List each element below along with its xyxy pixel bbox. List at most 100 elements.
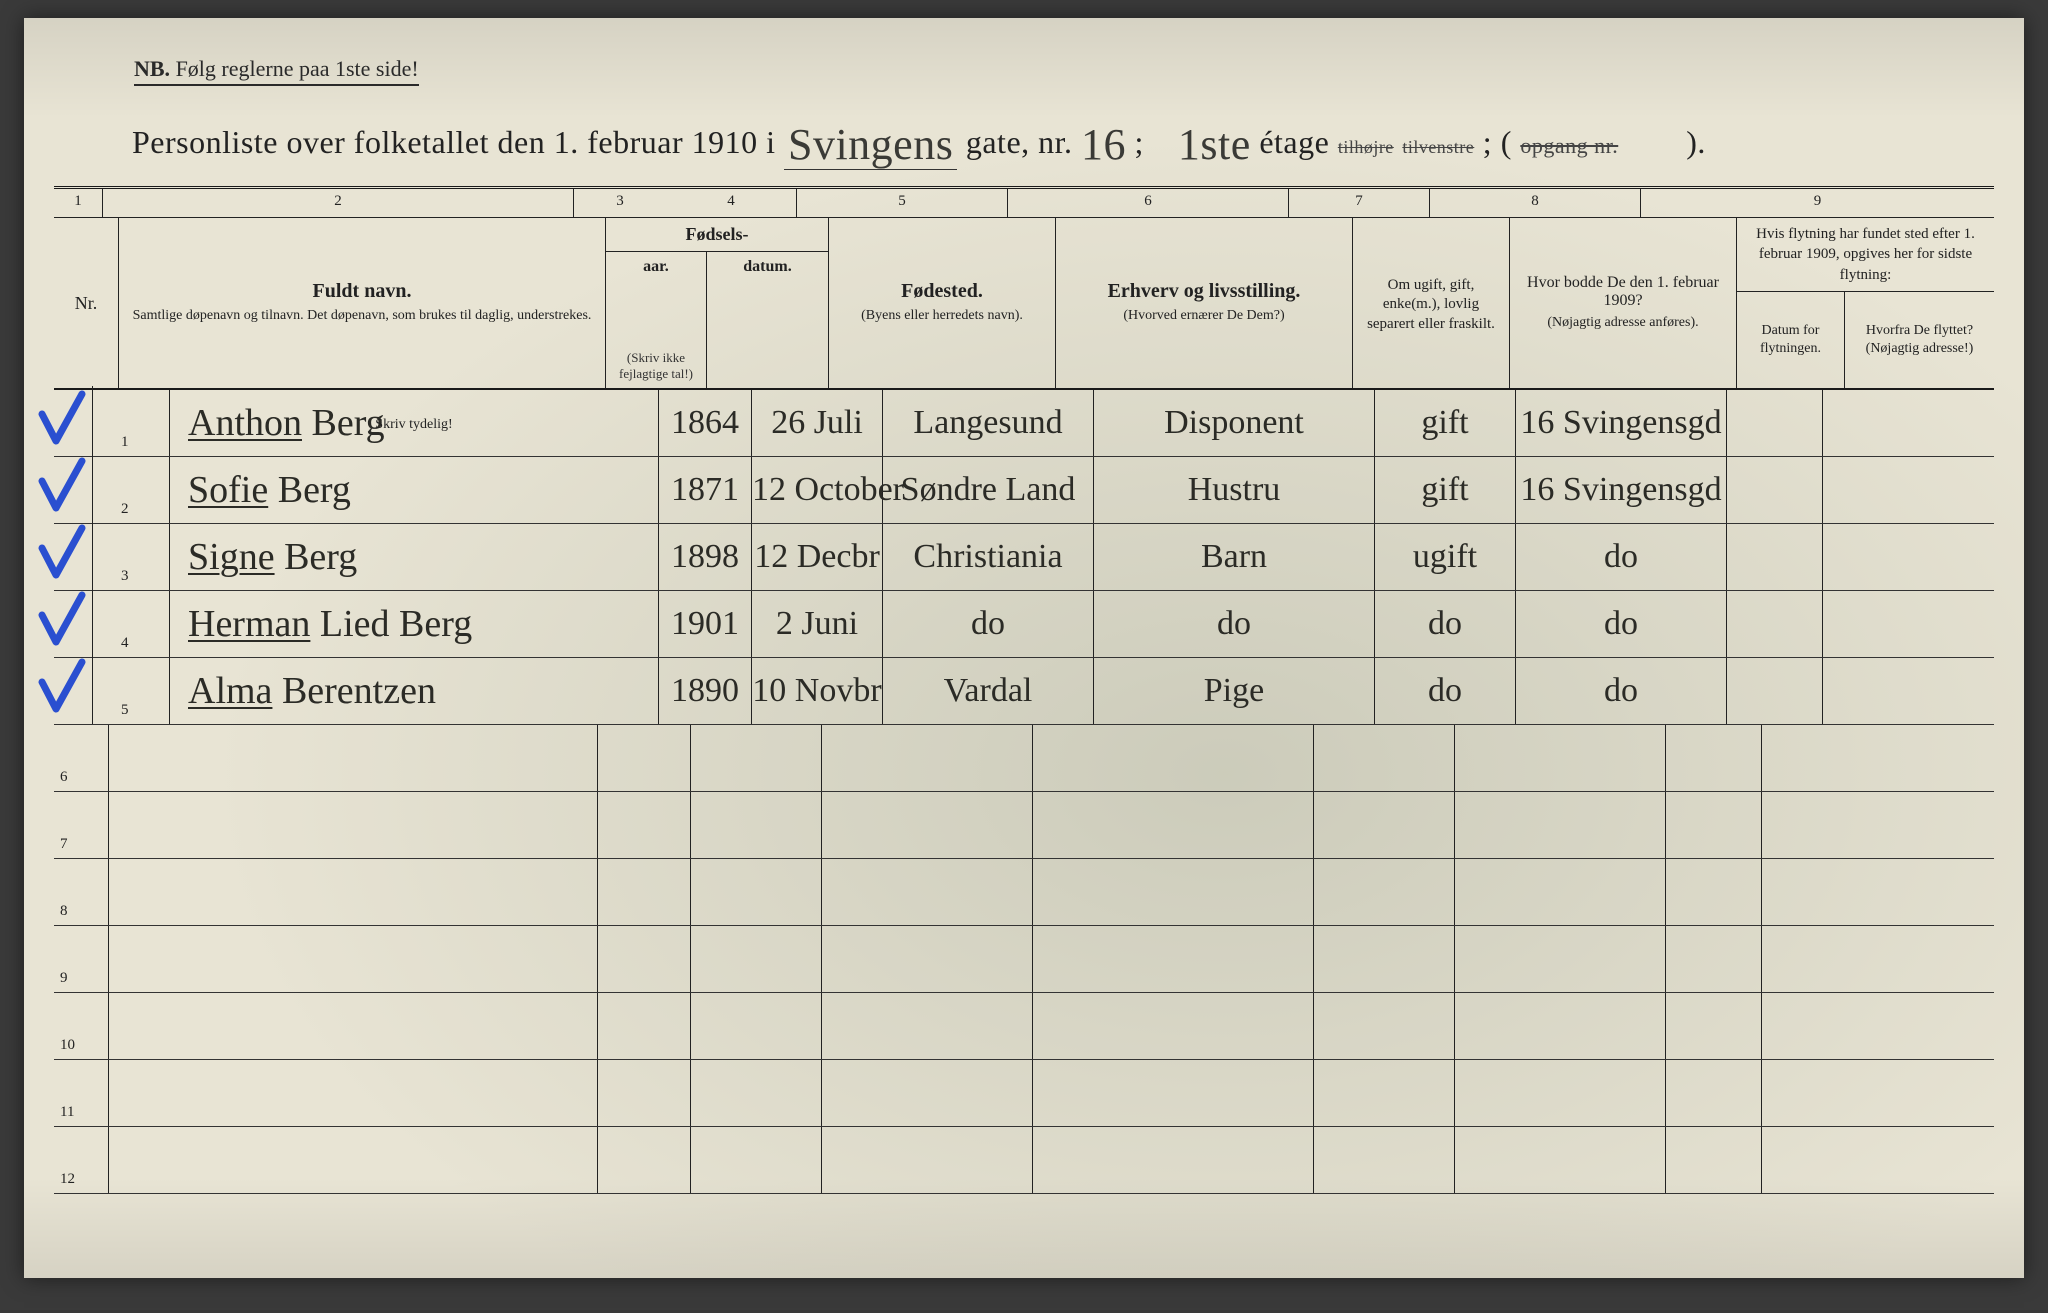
- cell-move-date: [1666, 926, 1762, 992]
- cell-occupation: Barn: [1094, 524, 1375, 590]
- cell-birthplace: Christiania: [883, 524, 1094, 590]
- cell-name: [109, 1127, 598, 1193]
- cell-birthplace: [822, 993, 1033, 1059]
- cell-occupation: Hustru: [1094, 457, 1375, 523]
- cell-birth-year: 1890: [659, 658, 752, 724]
- colnum-5: 5: [797, 189, 1008, 217]
- cell-birthplace: [822, 1060, 1033, 1126]
- cell-occupation: [1033, 859, 1314, 925]
- title-line: Personliste over folketallet den 1. febr…: [132, 113, 1964, 164]
- hdr-addr1909-main: Hvor bodde De den 1. februar 1909?: [1518, 274, 1728, 310]
- table-row: 4Herman Lied Berg19012 Junidodododo: [54, 591, 1994, 658]
- row-number: 7: [54, 792, 109, 858]
- cell-move-from: [1823, 658, 1994, 724]
- hdr-col9: Hvis flytning har fundet sted efter 1. f…: [1737, 218, 1994, 388]
- cell-birthplace: Langesund: [883, 390, 1094, 456]
- hdr-col9-top: Hvis flytning har fundet sted efter 1. f…: [1737, 218, 1994, 292]
- hdr-datum: datum.: [711, 258, 824, 276]
- cell-marital-status: [1314, 1127, 1455, 1193]
- title-lead: Personliste over folketallet den 1. febr…: [132, 124, 775, 160]
- hdr-name: Fuldt navn. Samtlige døpenavn og tilnavn…: [119, 218, 606, 388]
- cell-address-1909: 16 Svingensgd: [1516, 457, 1727, 523]
- cell-birthplace: do: [883, 591, 1094, 657]
- cell-name: [109, 725, 598, 791]
- row-number: 2: [115, 457, 170, 523]
- row-number: 1: [115, 390, 170, 456]
- skriv-tydelig-label: Skriv tydelig!: [375, 392, 452, 458]
- title-strike2: opgang nr.: [1520, 133, 1618, 158]
- cell-birth-year: [598, 792, 691, 858]
- cell-move-date: [1666, 1060, 1762, 1126]
- checkmark-icon: [32, 587, 93, 657]
- hdr-col9-b: Hvorfra De flyttet? (Nøjagtig adresse!): [1845, 292, 1994, 388]
- checkmark-icon: [32, 386, 93, 456]
- cell-address-1909: [1455, 725, 1666, 791]
- title-etage-label: étage: [1259, 124, 1329, 160]
- hdr-aar: aar.: [610, 258, 702, 276]
- cell-move-from: [1823, 457, 1994, 523]
- cell-birth-date: 10 Novbr: [752, 658, 883, 724]
- table-row: 11: [54, 1060, 1994, 1127]
- cell-move-date: [1727, 591, 1823, 657]
- colnum-1: 1: [54, 189, 103, 217]
- cell-birth-year: 1901: [659, 591, 752, 657]
- cell-address-1909: do: [1516, 658, 1727, 724]
- cell-move-date: [1666, 1127, 1762, 1193]
- row-number: 8: [54, 859, 109, 925]
- hdr-col9-a: Datum for flytningen.: [1737, 292, 1845, 388]
- title-strike1a: tilhøjre: [1338, 137, 1394, 157]
- body-rows: 1Skriv tydelig!Anthon Berg186426 JuliLan…: [54, 390, 1994, 1194]
- cell-birth-date: [691, 1060, 822, 1126]
- title-gate-nr: 16: [1081, 120, 1126, 169]
- cell-birthplace: [822, 926, 1033, 992]
- title-sep: ;: [1135, 124, 1144, 160]
- row-number: 10: [54, 993, 109, 1059]
- cell-birth-date: [691, 993, 822, 1059]
- title-street: Svingens: [784, 120, 957, 170]
- cell-birthplace: [822, 792, 1033, 858]
- column-numbers-row: 1 2 3 4 5 6 7 8 9: [54, 189, 1994, 218]
- cell-birth-year: 1898: [659, 524, 752, 590]
- checkmark-icon: [32, 654, 93, 724]
- cell-move-date: [1727, 524, 1823, 590]
- cell-occupation: Pige: [1094, 658, 1375, 724]
- row-number: 6: [54, 725, 109, 791]
- table-row: 8: [54, 859, 1994, 926]
- cell-birthplace: Søndre Land: [883, 457, 1094, 523]
- hdr-fodsels: Fødsels- aar. (Skriv ikke fejlagtige tal…: [606, 218, 829, 388]
- nb-prefix: NB.: [134, 56, 170, 81]
- row-number: 11: [54, 1060, 109, 1126]
- cell-birth-year: [598, 1127, 691, 1193]
- cell-occupation: [1033, 1127, 1314, 1193]
- cell-birth-date: [691, 792, 822, 858]
- cell-move-date: [1666, 859, 1762, 925]
- cell-birth-date: 2 Juni: [752, 591, 883, 657]
- cell-marital-status: [1314, 725, 1455, 791]
- cell-birth-date: [691, 859, 822, 925]
- census-page: NB. Følg reglerne paa 1ste side! Personl…: [24, 18, 2024, 1278]
- hdr-addr1909: Hvor bodde De den 1. februar 1909? (Nøja…: [1510, 218, 1737, 388]
- title-tail: ).: [1686, 124, 1706, 160]
- colnum-7: 7: [1289, 189, 1430, 217]
- hdr-erhverv-main: Erhverv og livsstilling.: [1064, 280, 1344, 303]
- cell-move-date: [1727, 658, 1823, 724]
- cell-marital-status: [1314, 792, 1455, 858]
- table-row: 7: [54, 792, 1994, 859]
- table-row: 2Sofie Berg187112 OctoberSøndre LandHust…: [54, 457, 1994, 524]
- cell-move-from: [1823, 591, 1994, 657]
- cell-birth-date: [691, 926, 822, 992]
- cell-move-from: [1762, 1127, 1994, 1193]
- cell-marital-status: [1314, 926, 1455, 992]
- cell-name: [109, 792, 598, 858]
- cell-name: [109, 993, 598, 1059]
- cell-marital-status: [1314, 859, 1455, 925]
- cell-move-date: [1727, 457, 1823, 523]
- cell-address-1909: 16 Svingensgd: [1516, 390, 1727, 456]
- cell-move-from: [1762, 859, 1994, 925]
- hdr-fodested: Fødested. (Byens eller herredets navn).: [829, 218, 1056, 388]
- table-row: 3Signe Berg189812 DecbrChristianiaBarnug…: [54, 524, 1994, 591]
- cell-birth-year: [598, 926, 691, 992]
- title-etage-val: 1ste: [1178, 120, 1251, 169]
- cell-marital-status: ugift: [1375, 524, 1516, 590]
- colnum-4: 4: [666, 189, 797, 217]
